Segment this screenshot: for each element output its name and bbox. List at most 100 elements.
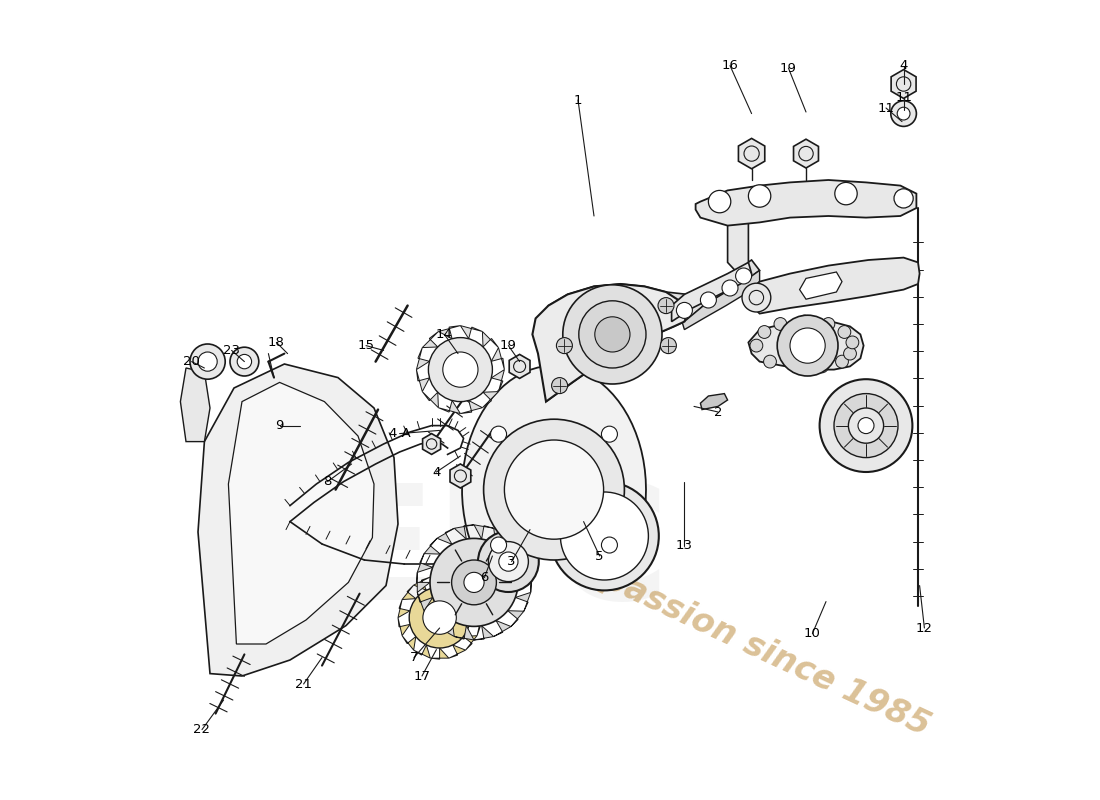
Polygon shape (403, 585, 416, 599)
Circle shape (758, 326, 771, 338)
Circle shape (898, 107, 910, 120)
Circle shape (736, 268, 751, 284)
Polygon shape (461, 326, 483, 338)
Polygon shape (417, 554, 432, 572)
Text: 16: 16 (722, 59, 738, 72)
Circle shape (190, 344, 226, 379)
Polygon shape (546, 260, 760, 402)
Polygon shape (454, 626, 474, 640)
Circle shape (430, 538, 518, 626)
Circle shape (846, 336, 859, 349)
Circle shape (790, 360, 803, 373)
Text: 12: 12 (916, 622, 933, 634)
Text: 9: 9 (275, 419, 284, 432)
Polygon shape (425, 538, 440, 554)
Polygon shape (483, 392, 498, 408)
Circle shape (815, 360, 828, 373)
Polygon shape (532, 284, 688, 402)
Polygon shape (891, 70, 916, 98)
Polygon shape (462, 366, 646, 554)
Polygon shape (515, 593, 530, 611)
Polygon shape (425, 610, 440, 626)
Circle shape (557, 338, 572, 354)
Polygon shape (398, 618, 410, 636)
Circle shape (894, 189, 913, 208)
Text: 15: 15 (358, 339, 374, 352)
Circle shape (822, 318, 835, 330)
Polygon shape (454, 525, 474, 539)
Polygon shape (414, 645, 430, 658)
Circle shape (835, 182, 857, 205)
Circle shape (452, 560, 496, 605)
Text: 1: 1 (574, 94, 582, 106)
Polygon shape (461, 401, 483, 414)
Circle shape (748, 185, 771, 207)
Polygon shape (483, 331, 498, 347)
Text: 11: 11 (895, 91, 912, 104)
Polygon shape (727, 190, 748, 274)
Circle shape (198, 352, 217, 371)
Text: 8: 8 (323, 475, 332, 488)
Text: EPC: EPC (326, 478, 670, 633)
Polygon shape (470, 599, 481, 618)
Circle shape (844, 347, 857, 360)
Text: 17: 17 (414, 670, 430, 682)
Circle shape (443, 352, 478, 387)
Circle shape (602, 537, 617, 553)
Circle shape (750, 339, 762, 352)
Polygon shape (422, 434, 441, 454)
Polygon shape (198, 364, 398, 676)
Circle shape (550, 482, 659, 590)
Polygon shape (450, 464, 471, 488)
Polygon shape (403, 636, 416, 650)
Circle shape (409, 587, 470, 648)
Text: 14: 14 (436, 328, 453, 341)
Text: 7: 7 (409, 651, 418, 664)
Circle shape (891, 101, 916, 126)
Text: 3: 3 (507, 555, 516, 568)
Circle shape (595, 317, 630, 352)
Polygon shape (229, 382, 374, 644)
Polygon shape (793, 139, 818, 168)
Polygon shape (463, 585, 477, 599)
Polygon shape (470, 618, 481, 636)
Text: 4: 4 (900, 59, 908, 72)
Text: 10: 10 (804, 627, 821, 640)
Circle shape (701, 292, 716, 308)
Polygon shape (800, 272, 842, 299)
Circle shape (602, 426, 617, 442)
Text: 19: 19 (500, 339, 517, 352)
Polygon shape (449, 645, 465, 658)
Text: 20: 20 (184, 355, 200, 368)
Polygon shape (509, 354, 530, 378)
Circle shape (484, 419, 625, 560)
Circle shape (505, 440, 604, 539)
Text: 18: 18 (268, 336, 285, 349)
Text: 4 A: 4 A (388, 427, 410, 440)
Circle shape (774, 318, 786, 330)
Circle shape (428, 338, 493, 402)
Circle shape (560, 492, 648, 580)
Circle shape (579, 301, 646, 368)
Text: 23: 23 (223, 344, 240, 357)
Circle shape (798, 315, 811, 328)
Circle shape (790, 328, 825, 363)
Polygon shape (430, 576, 449, 587)
Polygon shape (437, 528, 454, 544)
Polygon shape (417, 572, 430, 593)
Text: 6: 6 (481, 571, 488, 584)
Polygon shape (474, 626, 494, 640)
Polygon shape (492, 370, 505, 392)
Polygon shape (518, 572, 531, 593)
Text: 13: 13 (675, 539, 693, 552)
Circle shape (491, 426, 507, 442)
Circle shape (778, 315, 838, 376)
Text: 2: 2 (714, 406, 723, 418)
Polygon shape (680, 270, 760, 330)
Circle shape (563, 285, 662, 384)
Text: 11: 11 (878, 102, 894, 114)
Polygon shape (751, 258, 920, 314)
Circle shape (722, 280, 738, 296)
Polygon shape (414, 577, 430, 590)
Circle shape (488, 542, 528, 582)
